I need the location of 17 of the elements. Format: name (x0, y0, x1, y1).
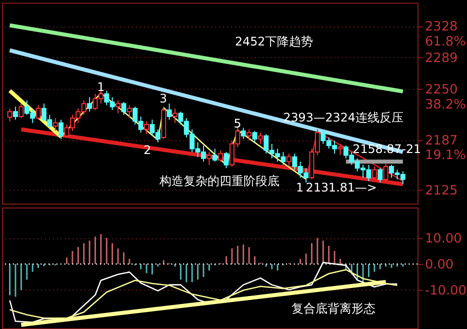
y-tick-label: 2187 19.1% (424, 133, 466, 164)
annotation: 2131.81—> (306, 180, 377, 195)
y-tick-label: -10.00 (424, 283, 466, 298)
annotation: 复合底背离形态 (291, 301, 376, 316)
y-tick-label: 10.00 (424, 231, 462, 246)
y-tick-label: 2328 61.8% (424, 20, 466, 50)
annotation: 5 (234, 116, 242, 130)
annotation: 1 (97, 80, 105, 94)
annotation: 2393—2324连线反压 (283, 110, 404, 124)
annotation: 3 (159, 92, 168, 106)
annotation: 1 (296, 180, 304, 195)
y-tick-label: 2125 (424, 183, 458, 198)
y-tick-label: 0.00 (424, 257, 454, 272)
annotation: 2452下降趋势 (234, 34, 314, 48)
annotation: 构造复杂的四重阶段底 (158, 174, 280, 188)
y-tick-label: 2289 (424, 51, 458, 66)
y-tick-label: 2250 38.2% (424, 82, 466, 112)
